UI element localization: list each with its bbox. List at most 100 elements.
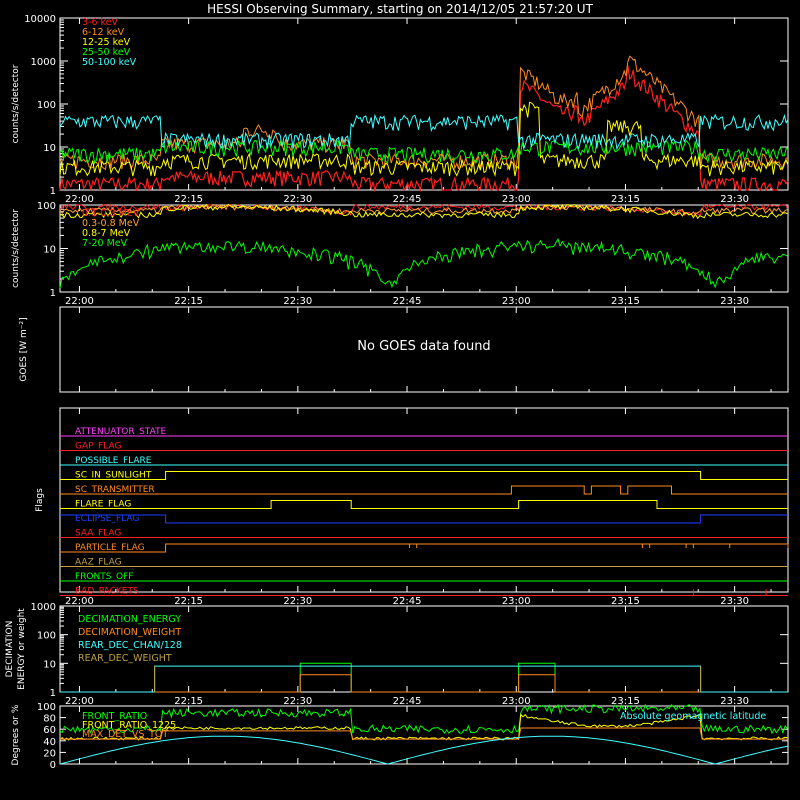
flag-line <box>60 485 788 495</box>
flag-line <box>60 543 788 553</box>
xray-y-tick-label: 10 <box>43 143 56 154</box>
chart-title: HESSI Observing Summary, starting on 201… <box>207 2 593 16</box>
decimation-y-label-line2: ENERGY or weight <box>17 608 27 690</box>
decimation-x-tick-label: 22:00 <box>65 696 94 707</box>
front-ratio-line <box>59 703 788 735</box>
flags-x-tick-label: 23:30 <box>720 596 749 607</box>
xray-legend-entry: 50-100 keV <box>82 57 137 68</box>
decimation-x-tick-label: 23:30 <box>720 696 749 707</box>
flags-x-tick-label: 23:00 <box>502 596 531 607</box>
flags-frame: 22:00 22:15 22:30 22:45 23:00 23:15 23:30 <box>59 407 789 607</box>
panels: 22:00 22:15 22:30 22:45 23:00 23:15 23:3011010… <box>5 14 789 771</box>
ratio-legend-entry: Absolute geomagnetic latitude <box>620 711 766 722</box>
max-det-vs-tot-line <box>60 727 788 740</box>
xray-series-line-0 <box>59 65 789 193</box>
gamma-y-tick-label: 1 <box>50 288 56 299</box>
ratio-y-tick-label: 100 <box>37 702 56 713</box>
decimation-y-label-line1: DECIMATION <box>5 621 15 678</box>
xray-series-line-2 <box>59 101 789 178</box>
xray-x-tick-label: 23:15 <box>611 194 640 205</box>
flag-rows: ATTENUATOR_STATE GAP_FLAG POSSIBLE_FLARE SC… <box>60 427 789 597</box>
front-ratio-1225-line <box>59 713 788 741</box>
flag-label: ECLIPSE_FLAG <box>75 514 139 524</box>
decimation-y-tick-label: 10 <box>43 659 56 670</box>
xray-x-tick-label: 22:45 <box>393 194 422 205</box>
ratio-axes-box <box>59 705 789 765</box>
gamma-legend-entry: 0.3-0.8 MeV <box>82 218 140 229</box>
ratio-y-tick-label: 20 <box>43 748 56 759</box>
gamma-x-tick-label: 22:30 <box>283 296 312 307</box>
gamma-legend-entry: 0.1-0.3 MeV <box>82 208 140 219</box>
flags-x-tick-label: 22:45 <box>393 596 422 607</box>
decimation-x-tick-label: 22:15 <box>174 696 203 707</box>
flag-line <box>60 500 788 509</box>
gamma-legend-entry: 0.8-7 MeV <box>82 228 131 239</box>
decimation-y-tick-label: 1000 <box>31 602 56 613</box>
gamma-x-tick-label: 22:15 <box>174 296 203 307</box>
gamma-y-axis: 1 10 100 <box>37 201 788 299</box>
decimation-x-tick-label: 23:15 <box>611 696 640 707</box>
decimation-x-tick-label: 23:00 <box>502 696 531 707</box>
flag-label: PARTICLE_FLAG <box>75 543 145 553</box>
xray-legend-entry: 3-6 keV <box>82 17 119 28</box>
flags-axes-box <box>59 407 789 593</box>
ratio-y-tick-label: 60 <box>43 725 56 736</box>
decimation-legend-entry: REAR_DEC_CHAN/128 <box>78 640 182 651</box>
xray-x-tick-label: 22:30 <box>283 194 312 205</box>
gamma-y-tick-label: 10 <box>43 245 56 256</box>
flag-label: FRONTS_OFF <box>75 572 133 582</box>
ratio-frame <box>59 705 789 765</box>
xray-y-tick-label: 100 <box>37 100 56 111</box>
decimation-x-tick-label: 22:30 <box>283 696 312 707</box>
ratio-y-tick-label: 0 <box>50 760 56 771</box>
decimation-legend: DECIMATION_ENERGY DECIMATION_WEIGHT REAR_D… <box>78 614 182 664</box>
decimation-y-tick-label: 1 <box>50 688 56 699</box>
gamma-series-line-2 <box>59 203 788 220</box>
ratio-y-label: Degrees or % <box>11 704 21 765</box>
flags-x-tick-label: 23:15 <box>611 596 640 607</box>
xray-y-tick-label: 10000 <box>24 14 56 25</box>
ratio-y-tick-label: 80 <box>43 714 56 725</box>
flag-label: SAA_FLAG <box>75 529 121 539</box>
decimation-y-tick-label: 100 <box>37 631 56 642</box>
decimation-legend-entry: DECIMATION_ENERGY <box>78 614 181 625</box>
flags-y-label: Flags <box>35 488 45 512</box>
decimation-legend-entry: DECIMATION_WEIGHT <box>78 627 181 638</box>
flag-line <box>60 471 788 480</box>
ratio-legend-entry: MAX_DET_VS_TOT <box>82 729 168 740</box>
xray-y-tick-label: 1000 <box>31 57 56 68</box>
flag-label: BAD_PACKETS <box>75 587 139 597</box>
xray-series-line-3 <box>59 139 789 165</box>
xray-y-tick-label: 1 <box>50 186 56 197</box>
ratio-legend: FRONT_RATIOFRONT_RATIO_1225MAX_DET_VS_TO… <box>82 711 766 740</box>
ratio-series <box>59 703 789 765</box>
xray-series-line-4 <box>59 113 789 151</box>
gamma-x-tick-label: 23:30 <box>720 296 749 307</box>
gamma-x-tick-label: 23:00 <box>502 296 531 307</box>
gamma-x-tick-label: 23:15 <box>611 296 640 307</box>
flag-label: AAZ_FLAG <box>75 558 122 568</box>
gamma-x-tick-label: 22:00 <box>65 296 94 307</box>
xray-series <box>59 55 789 193</box>
ratio-legend-entry: FRONT_RATIO_1225 <box>82 720 176 731</box>
goes-frame <box>59 306 789 393</box>
flag-label: ATTENUATOR_STATE <box>75 427 167 437</box>
flags-x-tick-label: 22:00 <box>65 596 94 607</box>
flag-label: SC_TRANSMITTER <box>75 485 155 495</box>
goes-no-data-message: No GOES data found <box>357 339 490 354</box>
xray-x-tick-label: 22:15 <box>174 194 203 205</box>
ratio-y-tick-label: 40 <box>43 737 56 748</box>
flags-x-tick-label: 22:15 <box>174 596 203 607</box>
gamma-series <box>59 203 788 289</box>
xray-x-tick-label: 23:00 <box>502 194 531 205</box>
xray-x-tick-label: 23:30 <box>720 194 749 205</box>
gamma-series-line-3 <box>59 237 788 289</box>
flag-label: FLARE_FLAG <box>75 500 131 510</box>
xray-y-label: counts/s/detector <box>11 64 21 143</box>
decimation-frame: 22:00 22:15 22:30 22:45 23:00 23:15 23:30 <box>59 605 789 707</box>
gamma-x-tick-label: 22:45 <box>393 296 422 307</box>
geomagnetic-latitude-line <box>59 735 789 765</box>
